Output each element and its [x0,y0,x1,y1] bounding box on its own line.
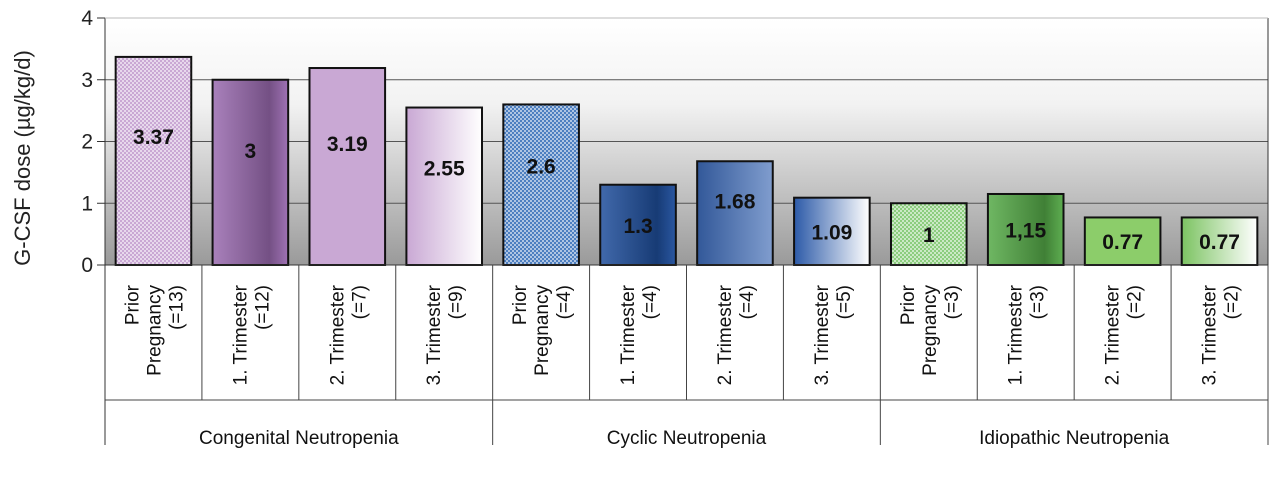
bar-value-label: 3.19 [327,133,368,156]
category-label: 3. Trimester(=9) [424,284,467,385]
bar-value-label: 3 [245,140,257,163]
category-label: PriorPregnancy(=4) [510,284,575,376]
bar [986,192,1065,266]
category-label: 3. Trimester(=2) [1200,284,1243,385]
bar [405,106,484,266]
bar [502,103,580,266]
bar [793,196,871,267]
bar-value-label: 3.37 [133,126,174,149]
category-label: 3. Trimester(=5) [812,284,855,385]
group-label: Congenital Neutropenia [199,428,399,449]
group-label: Cyclic Neutropenia [607,428,767,449]
bar [308,67,387,266]
y-tick-label: 2 [81,131,93,154]
bar [114,55,193,267]
category-label: 1. Trimester(=4) [618,284,661,385]
bar-value-label: 0.77 [1199,231,1240,254]
bar-value-label: 1 [923,224,935,247]
category-label: 2. Trimester(=7) [327,284,370,385]
bar [1180,216,1259,266]
category-label: 1. Trimester(=12) [230,284,273,385]
bar [211,78,290,266]
y-tick-label: 0 [81,254,93,277]
bar-value-label: 2.6 [527,155,556,178]
category-label: PriorPregnancy(=13) [122,284,187,376]
category-label: 2. Trimester(=4) [715,284,758,385]
bar-value-label: 1,15 [1005,219,1046,242]
y-tick-label: 1 [81,192,93,215]
category-label: 1. Trimester(=3) [1006,284,1049,385]
y-tick-label: 4 [81,7,93,30]
bar [1083,216,1162,266]
bar-value-label: 1.3 [623,215,652,238]
bar-value-label: 1.68 [715,191,756,214]
bar [696,160,774,266]
bar-value-label: 2.55 [424,157,465,180]
y-tick-label: 3 [81,69,93,92]
bar-value-label: 1.09 [811,221,852,244]
category-label: 2. Trimester(=2) [1103,284,1146,385]
group-label: Idiopathic Neutropenia [979,428,1170,449]
y-axis-title: G-CSF dose (µg/kg/d) [10,50,35,266]
bar-value-label: 0.77 [1102,231,1143,254]
category-label: PriorPregnancy(=3) [898,284,963,376]
